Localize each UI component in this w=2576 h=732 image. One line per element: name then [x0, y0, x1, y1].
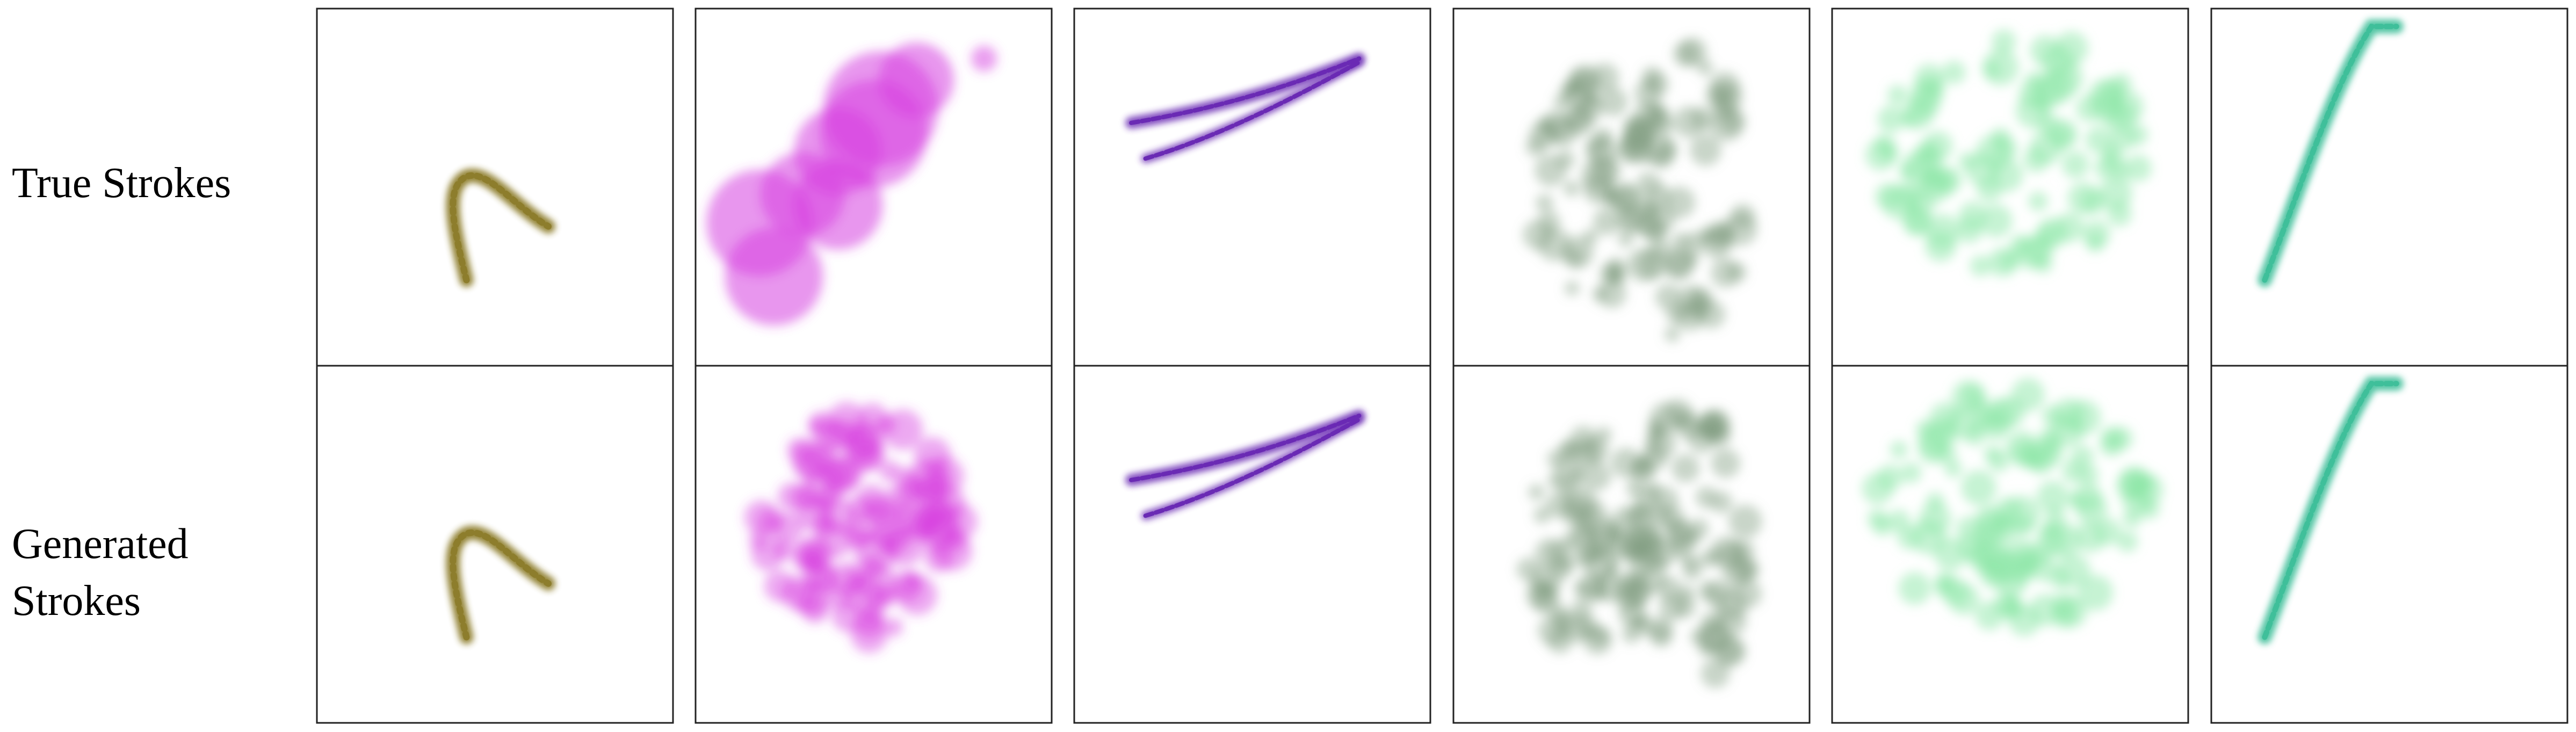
true-mint-wide-stroke-panel — [1831, 8, 2189, 367]
true-purple-double-line-panel — [1073, 8, 1431, 367]
true-olive-hook-stroke-panel — [316, 8, 674, 367]
panel-border — [1452, 365, 1811, 724]
generated-olive-hook-stroke-panel — [316, 365, 674, 724]
generated-mint-wide-stroke-panel — [1831, 365, 2189, 724]
generated-purple-double-line-panel — [1073, 365, 1431, 724]
row-label-generated-strokes: Generated Strokes — [12, 520, 189, 625]
true-magenta-blob-stroke-panel — [694, 8, 1053, 367]
panel-border — [2210, 365, 2568, 724]
true-teal-curve-stroke-panel — [2210, 8, 2568, 367]
panel-border — [694, 365, 1053, 724]
true-gray-green-splotch-panel — [1452, 8, 1811, 367]
generated-teal-curve-stroke-panel — [2210, 365, 2568, 724]
panel-border — [1831, 365, 2189, 724]
row-label-true-strokes: True Strokes — [12, 160, 231, 207]
generated-gray-green-splotch-panel — [1452, 365, 1811, 724]
panel-border — [316, 365, 674, 724]
panel-border — [1073, 365, 1431, 724]
generated-magenta-blob-stroke-panel — [694, 365, 1053, 724]
